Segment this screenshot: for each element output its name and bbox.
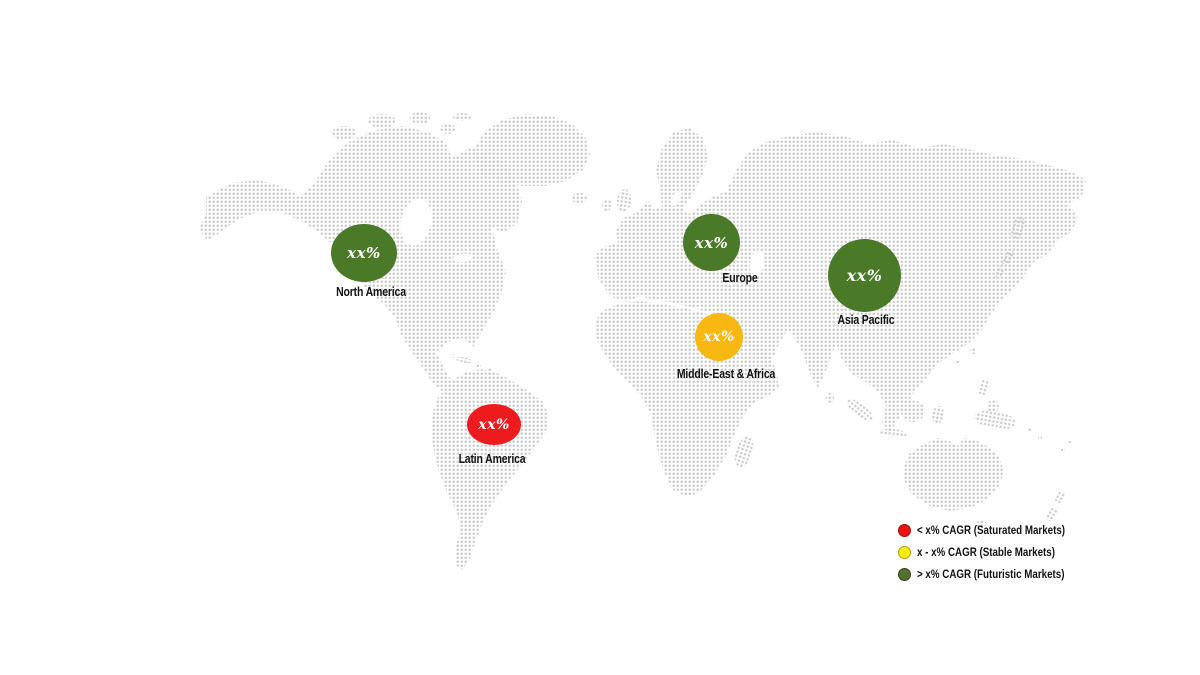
legend-dot-yellow-icon [898,546,911,559]
legend-dot-green-icon [898,568,911,581]
bubble-europe: xx% [683,214,740,271]
legend-label-stable: x - x% CAGR (Stable Markets) [917,546,1055,559]
legend-row-futuristic: > x% CAGR (Futuristic Markets) [898,568,1091,581]
bubble-middle-east-africa: xx% [695,313,743,361]
legend-label-saturated: < x% CAGR (Saturated Markets) [917,524,1066,537]
legend-row-stable: x - x% CAGR (Stable Markets) [898,546,1091,559]
region-label-asia-pacific: Asia Pacific [837,313,895,327]
region-label-north-america: North America [336,285,406,299]
cagr-legend: < x% CAGR (Saturated Markets) x - x% CAG… [898,524,1091,590]
region-label-middle-east-africa: Middle-East & Africa [676,367,776,381]
legend-label-futuristic: > x% CAGR (Futuristic Markets) [917,568,1065,581]
region-label-europe: Europe [722,271,758,285]
legend-dot-red-icon [898,524,911,537]
landmasses [199,112,1086,570]
legend-row-saturated: < x% CAGR (Saturated Markets) [898,524,1091,537]
region-label-latin-america: Latin America [458,452,526,466]
bubble-north-america: xx% [331,224,397,282]
bubble-asia-pacific: xx% [828,239,901,312]
bubble-latin-america: xx% [467,404,521,445]
